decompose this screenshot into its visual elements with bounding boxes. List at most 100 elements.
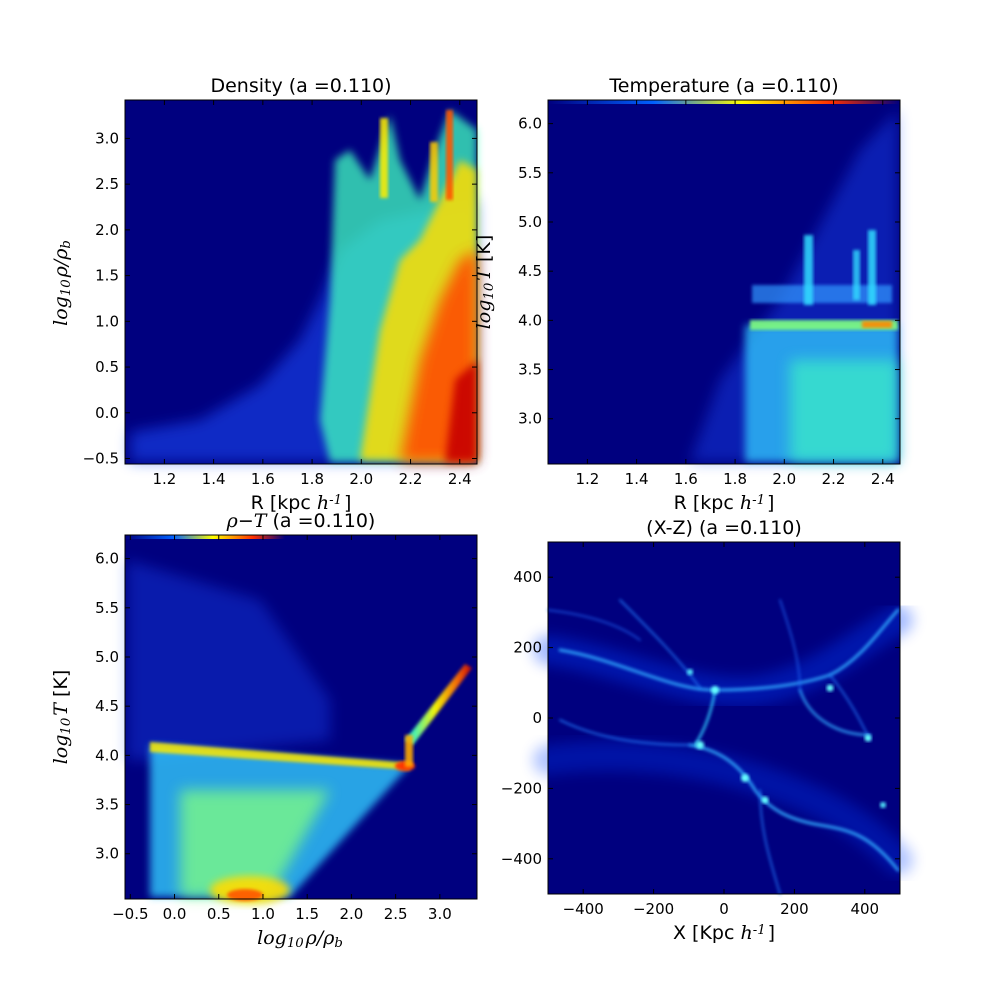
y-tick-label: 0 bbox=[532, 709, 542, 727]
x-tick-label: 1.8 bbox=[723, 470, 747, 488]
filament bbox=[693, 688, 717, 747]
colorbar-strip bbox=[125, 535, 285, 539]
heatmap-layer bbox=[130, 110, 477, 462]
y-axis-label: log10 T [K] bbox=[473, 235, 497, 330]
x-tick-label: −0.5 bbox=[112, 905, 148, 923]
x-tick-label: 1.6 bbox=[251, 470, 275, 488]
x-tick-label: 0.5 bbox=[207, 905, 231, 923]
chart-title: Temperature (a =0.110) bbox=[608, 75, 838, 97]
x-tick-label: 1.2 bbox=[152, 470, 176, 488]
y-tick-label: −0.5 bbox=[83, 450, 119, 468]
web-haze bbox=[533, 741, 913, 875]
filament bbox=[688, 743, 900, 872]
spike-1 bbox=[380, 118, 388, 198]
filament-layer bbox=[533, 599, 913, 895]
axes-density: 1.2 1.4 1.6 1.8 2.0 2.2 2.4 −0.5 0.0 0.5 1.0 1.5 2.0… bbox=[50, 75, 477, 514]
y-tick-label: 6.0 bbox=[95, 550, 119, 568]
band-4k bbox=[750, 320, 898, 330]
x-axis-label: log10 ρ/ρb bbox=[257, 927, 345, 951]
branch-stem bbox=[405, 735, 413, 767]
plot-frame bbox=[124, 99, 478, 465]
x-tick-label: 2.4 bbox=[871, 470, 895, 488]
halo bbox=[880, 802, 886, 808]
x-tick-label: 1.2 bbox=[575, 470, 599, 488]
hot-scatter bbox=[127, 560, 330, 760]
y-axis-label: log10 T [K] bbox=[50, 670, 74, 765]
triangle-core bbox=[180, 790, 330, 897]
x-tick-label: 1.4 bbox=[202, 470, 226, 488]
y-tick-label: 1.5 bbox=[95, 267, 119, 285]
heatmap-layer bbox=[127, 560, 472, 904]
filament bbox=[779, 599, 801, 691]
y-tick-label: 5.5 bbox=[95, 599, 119, 617]
y-tick-label: 1.0 bbox=[95, 312, 119, 330]
x-axis-label: R [kpc h-1 ] bbox=[251, 492, 352, 514]
filament bbox=[619, 599, 701, 689]
x-tick-label: −200 bbox=[633, 900, 674, 918]
halo bbox=[687, 669, 693, 675]
filament bbox=[829, 674, 871, 741]
spike-2 bbox=[430, 142, 438, 202]
halo bbox=[826, 684, 834, 692]
spike-b bbox=[853, 250, 860, 300]
plot-frame bbox=[547, 99, 901, 465]
x-tick-label: 1.4 bbox=[625, 470, 649, 488]
x-tick-label: 2.4 bbox=[448, 470, 472, 488]
y-tick-label: 4.5 bbox=[95, 697, 119, 715]
hot-center bbox=[445, 360, 477, 462]
x-tick-label: −400 bbox=[563, 900, 604, 918]
chart-title: ρ−T (a =0.110) bbox=[226, 510, 376, 532]
y-tick-label: 4.0 bbox=[518, 311, 542, 329]
y-tick-label: 3.5 bbox=[95, 796, 119, 814]
y-tick-label: 3.0 bbox=[95, 845, 119, 863]
y-tick-label: 5.0 bbox=[518, 213, 542, 231]
y-tick-label: 6.0 bbox=[518, 115, 542, 133]
x-tick-label: 2.0 bbox=[349, 470, 373, 488]
chart-title: (X-Z) (a =0.110) bbox=[646, 517, 802, 539]
filament bbox=[558, 608, 900, 692]
y-tick-label: 4.5 bbox=[518, 262, 542, 280]
x-tick-label: 200 bbox=[780, 900, 809, 918]
axes-x-z: −400 −200 0 200 400 −400 −200 0 200 400 (X-Z) (a =… bbox=[501, 517, 900, 944]
y-tick-label: 5.0 bbox=[95, 648, 119, 666]
halo bbox=[761, 796, 769, 804]
y-tick-label: 200 bbox=[513, 639, 542, 657]
y-tick-label: 3.5 bbox=[518, 361, 542, 379]
cool-gas-fill bbox=[790, 360, 898, 462]
axes-layer: 1.2 1.4 1.6 1.8 2.0 2.2 2.4 −0.5 0.0 0.5 1.0 1.5 2.0… bbox=[50, 75, 900, 951]
spike-a bbox=[804, 235, 813, 305]
x-tick-label: 1.8 bbox=[300, 470, 324, 488]
halo bbox=[696, 741, 704, 749]
x-tick-label: 2.0 bbox=[339, 905, 363, 923]
halo bbox=[864, 734, 872, 742]
y-tick-label: 0.0 bbox=[95, 404, 119, 422]
filament bbox=[547, 609, 641, 641]
y-tick-label: 0.5 bbox=[95, 358, 119, 376]
rho-t-panel bbox=[124, 534, 478, 904]
x-tick-label: 2.2 bbox=[399, 470, 423, 488]
x-tick-label: 2.0 bbox=[772, 470, 796, 488]
x-tick-label: 0.0 bbox=[163, 905, 187, 923]
x-tick-label: 3.0 bbox=[428, 905, 452, 923]
spike-c bbox=[868, 230, 876, 305]
density-panel bbox=[124, 99, 478, 465]
plot-area bbox=[548, 542, 900, 894]
x-tick-label: 1.6 bbox=[674, 470, 698, 488]
chart-title: Density (a =0.110) bbox=[210, 75, 391, 97]
halo bbox=[711, 686, 719, 694]
y-axis-label: log10 ρ/ρb bbox=[50, 238, 74, 326]
y-tick-label: −200 bbox=[501, 779, 542, 797]
temperature-panel bbox=[547, 99, 901, 465]
y-tick-label: 2.5 bbox=[95, 175, 119, 193]
colorbar-strip bbox=[548, 100, 900, 104]
x-tick-label: 2.5 bbox=[384, 905, 408, 923]
halo-knots bbox=[687, 669, 886, 808]
filament bbox=[559, 719, 691, 746]
hot-branch bbox=[405, 664, 472, 745]
halo bbox=[741, 774, 749, 782]
filament bbox=[798, 688, 872, 737]
x-tick-label: 1.5 bbox=[295, 905, 319, 923]
y-tick-label: −400 bbox=[501, 850, 542, 868]
x-tick-label: 400 bbox=[850, 900, 879, 918]
